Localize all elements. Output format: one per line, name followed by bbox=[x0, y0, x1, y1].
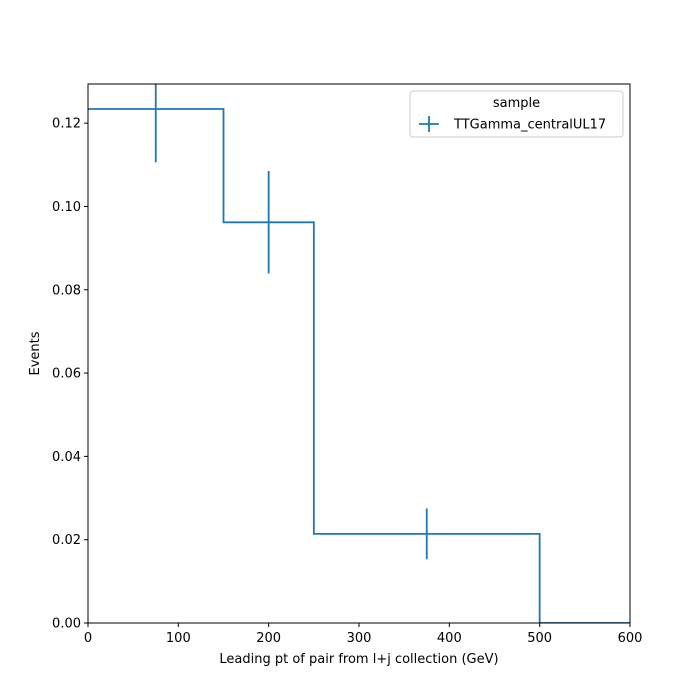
y-tick-label: 0.00 bbox=[52, 617, 81, 632]
legend-title: sample bbox=[493, 96, 540, 111]
x-tick-label: 400 bbox=[437, 631, 462, 646]
x-tick-label: 500 bbox=[527, 631, 552, 646]
legend-entry-label: TTGamma_centralUL17 bbox=[453, 118, 606, 133]
y-tick-label: 0.04 bbox=[52, 450, 81, 465]
x-tick-label: 600 bbox=[618, 631, 643, 646]
y-tick-label: 0.10 bbox=[52, 200, 81, 215]
x-tick-label: 100 bbox=[166, 631, 191, 646]
y-tick-label: 0.02 bbox=[52, 533, 81, 548]
legend-items: TTGamma_centralUL17 bbox=[419, 116, 606, 133]
legend-box bbox=[409, 90, 624, 138]
x-tick-label: 0 bbox=[84, 631, 92, 646]
y-tick-label: 0.12 bbox=[52, 117, 81, 132]
axes-frame bbox=[87, 83, 631, 624]
y-tick-label: 0.08 bbox=[52, 283, 81, 298]
legend: sample TTGamma_centralUL17 bbox=[409, 90, 624, 138]
y-axis-label: Events bbox=[28, 331, 43, 375]
series-step-line bbox=[88, 108, 630, 623]
x-tick-label: 200 bbox=[256, 631, 281, 646]
x-tick-label: 300 bbox=[347, 631, 372, 646]
plot-area bbox=[88, 84, 630, 623]
y-tick-label: 0.06 bbox=[52, 367, 81, 382]
x-axis: 0 100 200 300 400 500 600 bbox=[84, 623, 643, 646]
y-axis: 0.00 0.02 0.04 0.06 0.08 0.10 0.12 bbox=[52, 117, 88, 632]
x-axis-label: Leading pt of pair from l+j collection (… bbox=[219, 652, 498, 667]
